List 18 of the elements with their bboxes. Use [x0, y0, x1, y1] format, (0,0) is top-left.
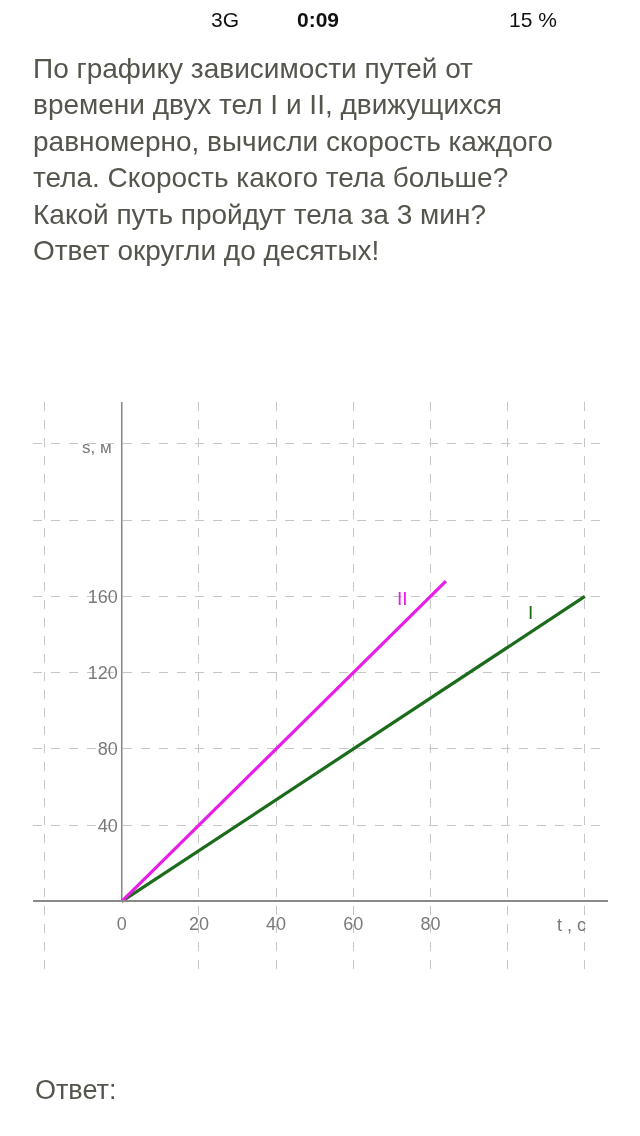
y-tick-label: 160	[87, 586, 118, 607]
text: 0:09	[297, 8, 340, 31]
x-tick-label: 60	[343, 913, 364, 934]
x-tick-label: 40	[266, 913, 287, 934]
x-axis-title: t , с	[557, 915, 587, 935]
x-tick-label: 20	[188, 913, 209, 934]
text: Ответ:	[35, 1075, 117, 1105]
y-axis-title: s, м	[82, 438, 112, 457]
y-tick-label: 80	[97, 739, 118, 760]
x-tick-label: 0	[116, 913, 127, 934]
chart-title: По графику зависимости путей от времени двух тел I и II, движущихся равномерно, вычисли скорость каждого тела. Скорость какого тела больше? Какой путь пройдут тела за 3 мин? Ответ округли до десятых!	[33, 53, 553, 266]
x-tick-label: 80	[420, 913, 441, 934]
y-tick-label: 120	[87, 663, 118, 683]
text: 3G	[211, 8, 240, 31]
series-label: II	[397, 588, 408, 609]
y-tick-label: 40	[97, 815, 118, 836]
series-label: I	[528, 602, 534, 623]
text: 15 %	[509, 8, 557, 31]
